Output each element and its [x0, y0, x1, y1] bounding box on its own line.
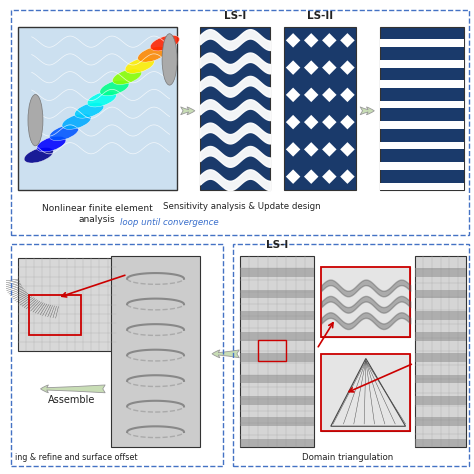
Polygon shape — [340, 169, 355, 184]
Bar — [380, 81, 464, 88]
Bar — [29, 295, 81, 335]
Bar — [380, 121, 464, 129]
Bar — [240, 375, 314, 383]
Bar — [380, 162, 464, 170]
Bar — [415, 396, 466, 405]
Polygon shape — [286, 60, 301, 75]
Bar — [111, 255, 200, 447]
Ellipse shape — [87, 91, 117, 107]
Polygon shape — [286, 33, 301, 47]
Ellipse shape — [62, 114, 91, 129]
Bar — [240, 255, 314, 447]
Polygon shape — [304, 115, 319, 129]
Ellipse shape — [28, 94, 43, 146]
Text: loop until convergence: loop until convergence — [120, 219, 219, 228]
Bar — [240, 311, 314, 319]
Ellipse shape — [37, 136, 66, 152]
Bar — [415, 354, 466, 362]
Text: Nonlinear finite element
analysis: Nonlinear finite element analysis — [42, 204, 153, 224]
Bar — [240, 396, 314, 405]
Bar — [321, 354, 410, 431]
Text: LS-II: LS-II — [307, 11, 333, 21]
Bar — [380, 27, 464, 190]
Polygon shape — [340, 60, 355, 75]
Bar — [240, 290, 314, 298]
Bar — [240, 438, 314, 447]
Text: ing & refine and surface offset: ing & refine and surface offset — [15, 453, 137, 462]
Bar — [415, 438, 466, 447]
Polygon shape — [286, 115, 301, 129]
Ellipse shape — [100, 80, 129, 96]
Bar — [321, 354, 410, 431]
Bar — [415, 290, 466, 298]
Bar — [240, 417, 314, 426]
Polygon shape — [322, 60, 337, 75]
Bar — [415, 255, 466, 447]
Polygon shape — [304, 88, 319, 102]
Ellipse shape — [162, 34, 177, 85]
Bar — [200, 27, 270, 190]
Bar — [284, 27, 356, 190]
Bar — [240, 354, 314, 362]
Polygon shape — [322, 142, 337, 156]
Bar — [415, 332, 466, 341]
Bar — [415, 311, 466, 319]
Polygon shape — [286, 169, 301, 184]
Bar — [258, 340, 286, 361]
Polygon shape — [304, 33, 319, 47]
Polygon shape — [286, 142, 301, 156]
Polygon shape — [322, 115, 337, 129]
Polygon shape — [322, 169, 337, 184]
Polygon shape — [304, 60, 319, 75]
Text: LS-I: LS-I — [266, 240, 288, 250]
Polygon shape — [340, 33, 355, 47]
Ellipse shape — [125, 58, 154, 73]
Text: Domain triangulation: Domain triangulation — [301, 453, 393, 462]
Bar — [18, 258, 116, 352]
Ellipse shape — [150, 35, 180, 51]
Polygon shape — [286, 88, 301, 102]
Bar — [380, 142, 464, 149]
Bar — [415, 268, 466, 277]
Bar — [321, 267, 410, 337]
Text: Assemble: Assemble — [48, 395, 95, 405]
Bar — [18, 27, 177, 190]
Polygon shape — [304, 142, 319, 156]
Polygon shape — [340, 88, 355, 102]
Polygon shape — [304, 169, 319, 184]
Bar — [415, 375, 466, 383]
Bar — [380, 101, 464, 109]
Polygon shape — [340, 142, 355, 156]
Ellipse shape — [74, 102, 104, 118]
Text: Sensitivity analysis & Update design: Sensitivity analysis & Update design — [163, 202, 321, 211]
Bar — [415, 417, 466, 426]
Bar — [380, 182, 464, 190]
Ellipse shape — [137, 46, 167, 62]
Text: LS-I: LS-I — [224, 11, 246, 21]
Bar — [240, 268, 314, 277]
Ellipse shape — [24, 147, 53, 163]
Bar — [321, 267, 410, 337]
Bar — [380, 60, 464, 68]
Polygon shape — [340, 115, 355, 129]
Bar — [380, 39, 464, 47]
Ellipse shape — [49, 125, 79, 141]
Polygon shape — [322, 88, 337, 102]
Bar — [240, 332, 314, 341]
Polygon shape — [322, 33, 337, 47]
Ellipse shape — [112, 69, 142, 84]
